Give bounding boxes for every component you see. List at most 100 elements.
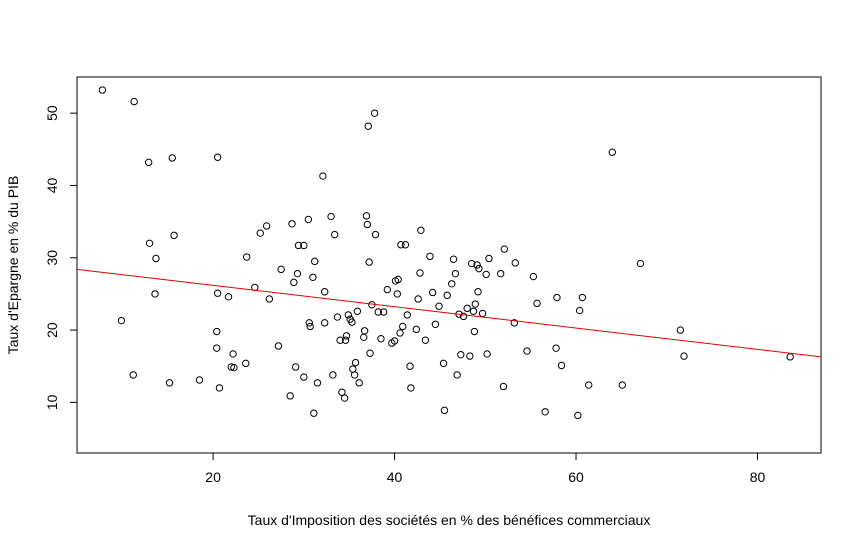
data-point [340, 394, 349, 402]
data-point [195, 376, 204, 384]
data-point [585, 381, 593, 389]
data-point [363, 220, 372, 229]
data-point [360, 333, 368, 342]
data-point [511, 259, 519, 267]
data-point [129, 371, 137, 379]
data-point [170, 231, 178, 240]
data-point [320, 288, 329, 296]
data-point [168, 154, 176, 162]
y-tick-label: 30 [44, 250, 60, 266]
data-point [459, 312, 468, 321]
data-point [344, 311, 352, 319]
data-point [320, 319, 329, 327]
data-point [457, 350, 465, 359]
data-point [305, 319, 313, 327]
data-point [471, 300, 480, 308]
data-point [130, 97, 138, 106]
x-tick-label: 80 [750, 469, 766, 485]
data-point [213, 344, 221, 352]
data-point [499, 382, 508, 391]
data-point [529, 272, 538, 281]
data-point [145, 239, 154, 248]
data-point [224, 293, 233, 301]
data-point [497, 269, 505, 278]
data-point [342, 332, 351, 340]
data-point [286, 392, 294, 400]
data-point [370, 109, 379, 117]
data-point [608, 148, 617, 156]
regression-line [76, 268, 822, 358]
data-point [428, 288, 437, 297]
data-point [311, 257, 319, 266]
data-point [242, 359, 250, 368]
data-point [230, 363, 238, 372]
data-point [353, 307, 362, 315]
data-point [443, 291, 451, 300]
data-point [291, 363, 300, 371]
data-point [360, 327, 369, 335]
data-point [336, 336, 344, 344]
data-point [463, 304, 471, 313]
data-point [618, 381, 626, 389]
data-point [152, 254, 160, 263]
data-points [98, 86, 794, 420]
data-point [290, 278, 298, 287]
data-point [397, 241, 405, 249]
data-point [300, 373, 308, 381]
data-point [213, 153, 222, 161]
data-point [426, 252, 434, 261]
data-point [330, 230, 339, 239]
data-point [288, 220, 296, 228]
data-point [407, 384, 415, 392]
data-point [229, 350, 237, 358]
data-point [557, 361, 566, 370]
data-point [417, 226, 425, 234]
data-point [262, 222, 271, 230]
data-point [680, 352, 688, 360]
data-point [300, 241, 308, 250]
data-point [293, 269, 302, 278]
data-point [396, 329, 404, 337]
regression-line-group [76, 268, 822, 358]
data-point [478, 309, 487, 318]
data-point [365, 258, 373, 266]
data-point [466, 352, 474, 360]
data-point [256, 229, 264, 237]
data-point [213, 327, 221, 336]
data-point [541, 408, 549, 416]
data-point [364, 122, 372, 130]
data-point [523, 347, 531, 355]
data-point [371, 230, 380, 239]
y-tick-label: 50 [44, 105, 60, 121]
data-point [416, 269, 424, 277]
y-axis: 10 20 30 40 50 [44, 105, 78, 410]
data-point [533, 299, 541, 308]
data-point [636, 259, 645, 268]
y-tick-label: 40 [44, 177, 60, 193]
data-point [439, 359, 448, 368]
data-point [421, 336, 430, 344]
data-point [355, 379, 363, 387]
data-point [294, 241, 303, 250]
data-point [338, 388, 346, 396]
data-point [451, 269, 460, 278]
data-point [553, 293, 561, 302]
data-point [348, 318, 356, 326]
data-point [403, 311, 411, 319]
x-tick-label: 20 [205, 469, 221, 485]
data-point [453, 371, 461, 379]
data-point [435, 302, 443, 310]
y-tick-label: 20 [44, 322, 60, 338]
y-axis-title: Taux d'Epargne en % du PIB [5, 176, 21, 355]
data-point [412, 325, 421, 334]
data-point [406, 362, 414, 370]
data-point [329, 371, 337, 379]
data-point [319, 172, 327, 180]
data-point [274, 342, 283, 350]
data-point [467, 259, 476, 268]
data-point [366, 349, 374, 357]
y-tick-label: 10 [44, 394, 60, 410]
data-point [390, 337, 399, 345]
data-point [362, 212, 371, 220]
